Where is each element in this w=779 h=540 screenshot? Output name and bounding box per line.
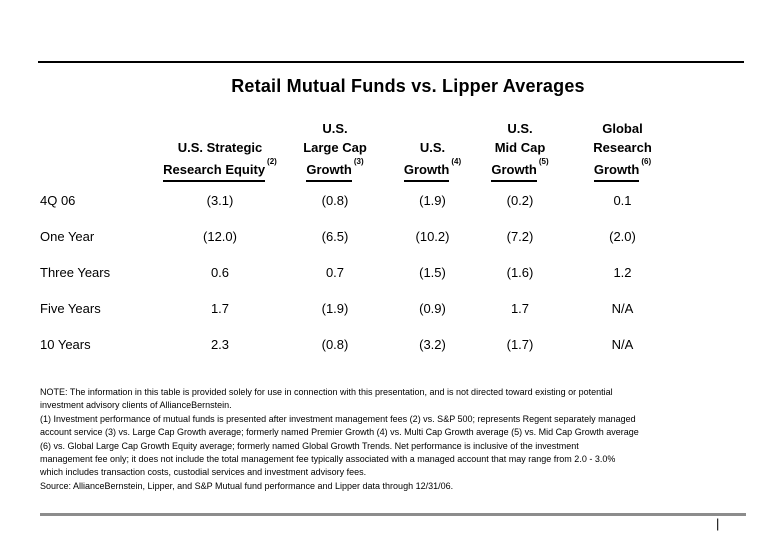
footnote-ref: (2): [267, 157, 277, 166]
table-cell: (1.9): [419, 192, 446, 208]
footnote-line: Source: AllianceBernstein, Lipper, and S…: [40, 480, 454, 491]
col-header-line2: Mid Cap: [494, 140, 546, 155]
row-label: One Year: [40, 228, 95, 244]
table-cell: N/A: [611, 300, 634, 316]
col-header-line2: U.S.: [419, 140, 446, 155]
table-row: 4Q 06 (3.1) (0.8) (1.9) (0.2) 0.1: [40, 182, 680, 218]
table-cell: (0.9): [419, 300, 446, 316]
footnote-line: investment advisory clients of AllianceB…: [40, 400, 232, 411]
page-title: Retail Mutual Funds vs. Lipper Averages: [231, 76, 585, 96]
table-row: Five Years 1.7 (1.9) (0.9) 1.7 N/A: [40, 290, 680, 326]
table-cell: 2.3: [210, 336, 230, 352]
col-header-us-growth: U.S. Growth(4): [390, 119, 475, 183]
table-cell: N/A: [611, 336, 634, 352]
col-header-line1: U.S.: [322, 121, 348, 136]
header-row: U.S. Strategic Research Equity(2) U.S. L…: [40, 119, 680, 183]
table-cell: 0.1: [613, 192, 632, 208]
footnote-ref: (4): [451, 157, 462, 166]
footnotes: NOTE: The information in this table is p…: [40, 386, 760, 493]
col-header-line3: Research Equity(2): [160, 157, 280, 183]
col-header-us-mid-cap-growth: U.S. Mid Cap Growth(5): [475, 119, 565, 183]
table-cell: 1.2: [613, 264, 632, 280]
table-cell: (1.5): [419, 264, 446, 280]
table-cell: (3.1): [206, 192, 234, 208]
footnote-ref: (6): [641, 157, 652, 166]
col-header-line3: Growth(3): [280, 157, 390, 183]
col-header-line1: Global: [602, 121, 643, 136]
col-header-global-research-growth: Global Research Growth(6): [565, 119, 680, 183]
page-marker: |: [716, 516, 720, 531]
footnote-line: which includes transaction costs, custod…: [40, 467, 367, 478]
table-cell: 0.6: [210, 264, 230, 280]
col-header-line3: Growth(6): [565, 157, 680, 183]
table-row: Three Years 0.6 0.7 (1.5) (1.6) 1.2: [40, 254, 680, 290]
header-spacer: [40, 119, 160, 182]
col-header-line3: Growth(4): [390, 157, 475, 183]
table-cell: (3.2): [419, 336, 446, 352]
row-label: Three Years: [40, 264, 111, 280]
table-cell: (0.2): [506, 192, 534, 208]
table-cell: 1.7: [510, 300, 530, 316]
table-cell: (7.2): [506, 228, 534, 244]
table-cell: (1.9): [321, 300, 349, 316]
col-header-us-large-cap-growth: U.S. Large Cap Growth(3): [280, 119, 390, 183]
row-label: Five Years: [40, 300, 101, 316]
col-header-us-strategic-research-equity: U.S. Strategic Research Equity(2): [160, 119, 280, 183]
table-cell: (1.7): [506, 336, 534, 352]
bottom-divider: [40, 513, 746, 516]
col-header-line2: Research: [593, 140, 652, 155]
table-row: 10 Years 2.3 (0.8) (3.2) (1.7) N/A: [40, 326, 680, 362]
table-cell: (12.0): [203, 228, 237, 244]
table-cell: (6.5): [321, 228, 349, 244]
table-cell: (0.8): [321, 192, 349, 208]
footnote-line: management fee only; it does not include…: [40, 454, 616, 465]
footnote-ref: (3): [353, 157, 364, 166]
returns-table: U.S. Strategic Research Equity(2) U.S. L…: [40, 119, 680, 362]
table-cell: (0.8): [321, 336, 349, 352]
footnote-ref: (5): [538, 157, 549, 166]
footnote-line: account service (3) vs. Large Cap Growth…: [40, 427, 639, 438]
table-cell: (2.0): [609, 228, 636, 244]
table-cell: (10.2): [415, 228, 450, 244]
footnote-line: NOTE: The information in this table is p…: [40, 387, 613, 397]
table-cell: 1.7: [210, 300, 230, 316]
footnote-line: (6) vs. Global Large Cap Growth Equity a…: [40, 440, 579, 451]
col-header-line2: Large Cap: [303, 140, 367, 155]
col-header-line2: U.S. Strategic: [177, 140, 263, 155]
table-cell: 0.7: [325, 264, 345, 280]
top-divider: [38, 61, 744, 63]
row-label: 10 Years: [40, 336, 91, 352]
col-header-line3: Growth(5): [475, 157, 565, 183]
table-cell: (1.6): [506, 264, 534, 280]
table-row: One Year (12.0) (6.5) (10.2) (7.2) (2.0): [40, 218, 680, 254]
col-header-line1: U.S.: [507, 121, 533, 136]
row-label: 4Q 06: [40, 192, 76, 208]
footnote-line: (1) Investment performance of mutual fun…: [40, 413, 636, 424]
